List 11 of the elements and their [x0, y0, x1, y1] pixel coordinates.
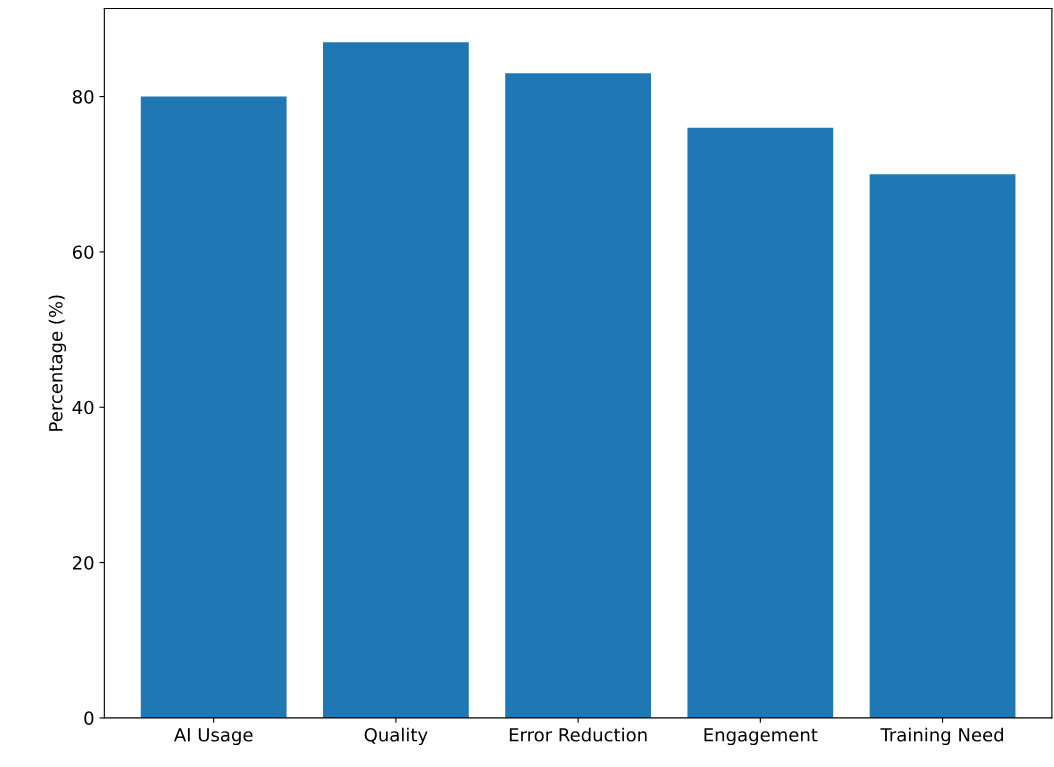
y-tick-label: 20 [72, 556, 94, 570]
x-tick-label: Engagement [704, 728, 818, 746]
y-tick-label: 80 [72, 90, 94, 104]
y-tick-label: 60 [72, 245, 94, 260]
y-axis-title: Percentage (%) [48, 295, 67, 431]
x-tick-label: Error Reduction [509, 727, 647, 742]
x-tick-label: Quality [364, 727, 428, 746]
y-tick-label: 40 [72, 400, 94, 415]
x-tick-label: Training Need [880, 727, 1003, 746]
y-tick-label: 0 [84, 711, 94, 726]
x-tick-label: AI Usage [173, 728, 253, 746]
